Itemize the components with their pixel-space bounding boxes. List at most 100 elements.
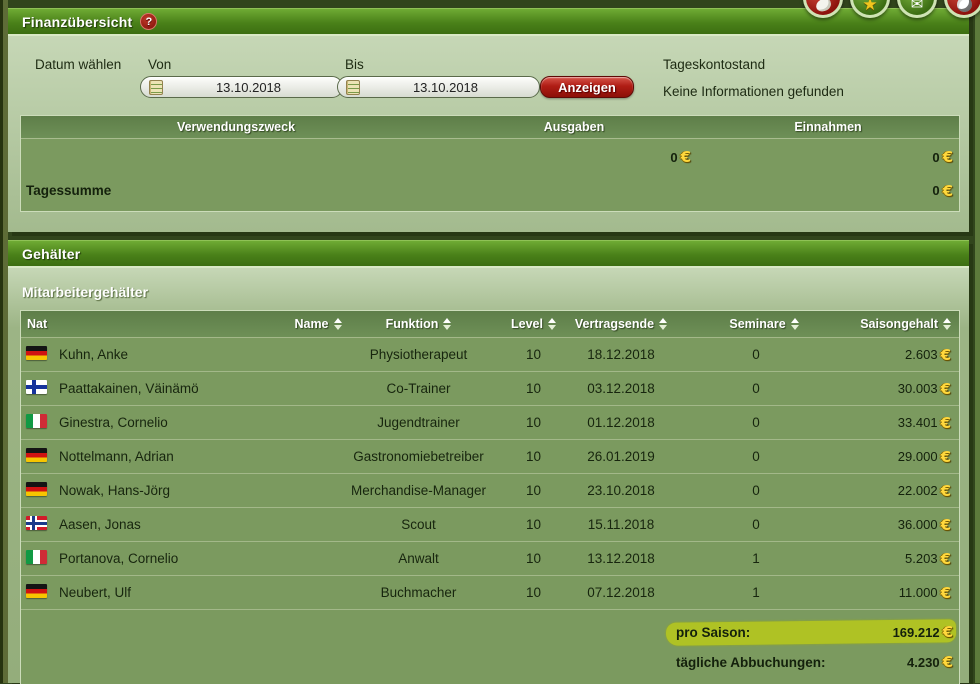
cell-vertragsende: 18.12.2018 xyxy=(587,347,655,362)
soccer-ball-icon xyxy=(956,0,972,12)
calendar-icon[interactable] xyxy=(149,79,163,95)
sort-icon xyxy=(333,318,342,330)
date-from-value: 13.10.2018 xyxy=(215,79,282,95)
cell-seminare: 0 xyxy=(752,483,760,498)
euro-icon: € xyxy=(940,481,951,500)
tagessumme-value: 0 € xyxy=(932,181,953,200)
top-toolbar: ★ ✉ xyxy=(803,0,980,18)
star-icon-button[interactable]: ★ xyxy=(850,0,890,18)
star-icon: ★ xyxy=(862,0,878,14)
cell-level: 10 xyxy=(525,517,542,532)
page-title: Finanzübersicht xyxy=(22,13,133,30)
sort-icon xyxy=(943,318,951,330)
note-icon-button[interactable] xyxy=(803,0,843,18)
cell-funktion: Anwalt xyxy=(398,551,439,566)
cell-funktion: Jugendtrainer xyxy=(377,415,460,430)
cell-vertragsende: 07.12.2018 xyxy=(587,585,655,600)
date-to-value: 13.10.2018 xyxy=(412,79,479,95)
table-row: Kuhn, Anke Physiotherapeut 10 18.12.2018… xyxy=(21,338,959,372)
euro-icon: € xyxy=(940,549,951,568)
table-row: Aasen, Jonas Scout 10 15.11.2018 0 36.00… xyxy=(21,508,959,542)
table-row: Paattakainen, Väinämö Co-Trainer 10 03.1… xyxy=(21,372,959,406)
tageskontostand-label: Tageskontostand xyxy=(663,57,766,72)
cell-vertragsende: 03.12.2018 xyxy=(587,381,655,396)
table-row: Portanova, Cornelio Anwalt 10 13.12.2018… xyxy=(21,542,959,576)
tagessumme-label: Tagessumme xyxy=(26,183,112,198)
cell-level: 10 xyxy=(525,483,542,498)
calendar-icon[interactable] xyxy=(346,79,360,95)
cell-level: 10 xyxy=(525,415,542,430)
euro-icon: € xyxy=(942,623,953,641)
abbuchungen-label: tägliche Abbuchungen: xyxy=(676,654,826,670)
help-icon[interactable]: ? xyxy=(140,13,158,30)
euro-icon: € xyxy=(940,447,951,466)
anzeigen-button[interactable]: Anzeigen xyxy=(540,76,634,98)
finance-totals-row: 0 € 0 € xyxy=(21,148,959,167)
euro-icon: € xyxy=(680,148,691,166)
col-seminare-sort[interactable]: Seminare xyxy=(689,317,839,331)
sort-icon xyxy=(547,318,556,330)
col-ausgaben: Ausgaben xyxy=(543,120,605,134)
no-info-text: Keine Informationen gefunden xyxy=(663,84,844,99)
col-name-sort[interactable]: Name xyxy=(182,317,454,331)
flag-icon xyxy=(26,482,47,496)
cell-funktion: Gastronomiebetreiber xyxy=(353,449,484,464)
cell-saisongehalt: 11.000 € xyxy=(898,583,951,602)
mail-icon: ✉ xyxy=(910,0,924,13)
col-vertragsende-sort[interactable]: Vertragsende xyxy=(561,317,681,331)
ball-icon-button[interactable] xyxy=(944,0,980,18)
cell-funktion: Merchandise-Manager xyxy=(350,483,487,498)
col-nat: Nat xyxy=(27,317,48,331)
cell-saisongehalt: 36.000 € xyxy=(897,515,951,534)
finanz-panel: Finanzübersicht ? Datum wählen Von Bis 1… xyxy=(8,8,969,232)
abbuchungen-value: 4.230 € xyxy=(907,653,953,671)
cell-level: 10 xyxy=(525,585,542,600)
flag-icon xyxy=(26,448,47,462)
mail-icon-button[interactable]: ✉ xyxy=(897,0,937,18)
gehaelter-panel-header: Gehälter xyxy=(8,240,969,268)
flag-icon xyxy=(26,414,47,428)
cell-name: Ginestra, Cornelio xyxy=(59,415,168,430)
page-left-edge xyxy=(0,0,8,683)
sort-icon xyxy=(790,318,799,330)
von-label: Von xyxy=(148,57,172,72)
col-level-sort[interactable]: Level xyxy=(506,317,561,331)
col-funktion-sort[interactable]: Funktion xyxy=(331,317,506,331)
cell-level: 10 xyxy=(525,551,542,566)
date-from-input[interactable]: 13.10.2018 xyxy=(140,76,343,98)
cell-seminare: 1 xyxy=(752,585,760,600)
finanz-panel-body: Datum wählen Von Bis 13.10.2018 13.10.20… xyxy=(8,36,969,232)
cell-name: Nowak, Hans-Jörg xyxy=(59,483,171,498)
gehaelter-panel-body: Mitarbeitergehälter Nat Name Funktion Le… xyxy=(8,268,969,684)
date-to-input[interactable]: 13.10.2018 xyxy=(337,76,540,98)
table-row: Nottelmann, Adrian Gastronomiebetreiber … xyxy=(21,440,959,474)
finance-table: Verwendungszweck Ausgaben Einnahmen 0 € 0… xyxy=(20,115,960,212)
salary-table-rows: Kuhn, Anke Physiotherapeut 10 18.12.2018… xyxy=(21,338,959,610)
section-title: Gehälter xyxy=(22,245,81,262)
cell-seminare: 0 xyxy=(752,517,760,532)
cell-vertragsende: 23.10.2018 xyxy=(587,483,655,498)
cell-funktion: Scout xyxy=(401,517,436,532)
table-row: Nowak, Hans-Jörg Merchandise-Manager 10 … xyxy=(21,474,959,508)
date-select-label: Datum wählen xyxy=(35,57,122,72)
cell-level: 10 xyxy=(525,381,542,396)
cell-level: 10 xyxy=(525,347,542,362)
euro-icon: € xyxy=(942,148,953,166)
cell-funktion: Buchmacher xyxy=(380,585,457,600)
cell-seminare: 0 xyxy=(752,347,760,362)
table-row: Ginestra, Cornelio Jugendtrainer 10 01.1… xyxy=(21,406,959,440)
flag-icon xyxy=(26,584,47,598)
cell-name: Kuhn, Anke xyxy=(59,347,129,362)
cell-saisongehalt: 22.002 € xyxy=(897,481,951,500)
col-saisongehalt-sort[interactable]: Saisongehalt xyxy=(831,317,957,331)
cell-seminare: 0 xyxy=(752,415,760,430)
einnahmen-total: 0 € xyxy=(932,148,953,166)
pro-saison-row: pro Saison: 169.212 € xyxy=(676,622,953,642)
cell-saisongehalt: 29.000 € xyxy=(897,447,951,466)
gehaelter-panel: Gehälter Mitarbeitergehälter Nat Name Fu… xyxy=(8,240,969,684)
cell-seminare: 1 xyxy=(752,551,760,566)
euro-icon: € xyxy=(940,515,951,534)
cell-name: Portanova, Cornelio xyxy=(59,551,179,566)
euro-icon: € xyxy=(940,583,951,602)
cell-name: Aasen, Jonas xyxy=(59,517,141,532)
